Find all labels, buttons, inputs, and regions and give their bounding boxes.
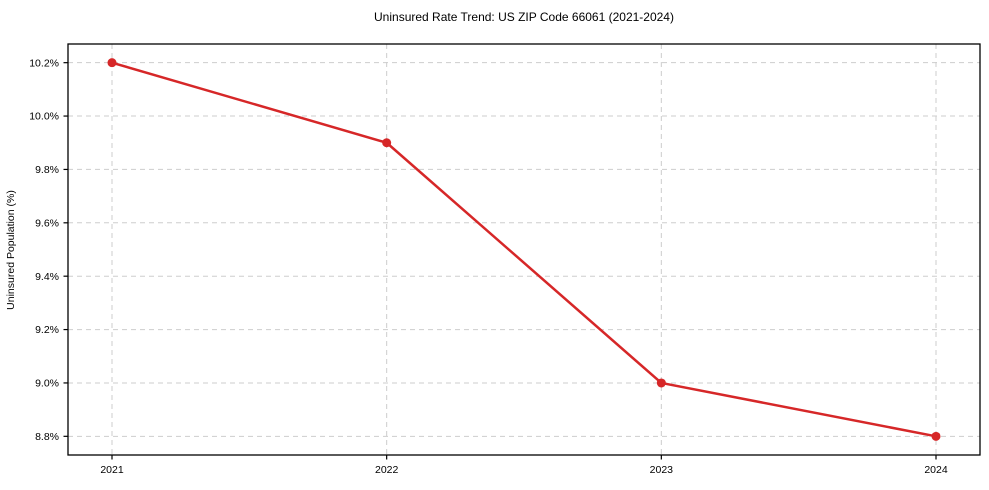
data-point-marker <box>382 138 392 148</box>
trend-line <box>110 61 938 438</box>
y-tick-label: 9.6% <box>35 217 59 229</box>
x-tick-label: 2024 <box>924 464 948 476</box>
x-tick-label: 2023 <box>650 464 674 476</box>
plot-border <box>67 43 981 456</box>
y-tick-label: 9.0% <box>35 378 59 390</box>
chart-title: Uninsured Rate Trend: US ZIP Code 66061 … <box>374 10 674 24</box>
data-point-marker <box>656 378 666 388</box>
y-tick-label: 9.2% <box>35 324 59 336</box>
data-point-marker <box>107 58 117 68</box>
x-tick-label: 2022 <box>375 464 399 476</box>
data-point-marker <box>931 431 941 441</box>
y-tick-label: 10.2% <box>29 57 59 69</box>
grid-layer <box>68 44 980 455</box>
y-tick-label: 9.4% <box>35 271 59 283</box>
y-axis-label: Uninsured Population (%) <box>5 190 17 310</box>
y-tick-label: 10.0% <box>29 111 59 123</box>
axes-layer: 8.8% 9.0% 9.2% 9.4% 9.6% 9.8% 10.0% 10.2% 2021 20… <box>29 43 981 476</box>
x-tick-label: 2021 <box>100 464 124 476</box>
y-tick-label: 8.8% <box>35 431 59 443</box>
y-tick-label: 9.8% <box>35 164 59 176</box>
series-layer <box>107 58 941 441</box>
